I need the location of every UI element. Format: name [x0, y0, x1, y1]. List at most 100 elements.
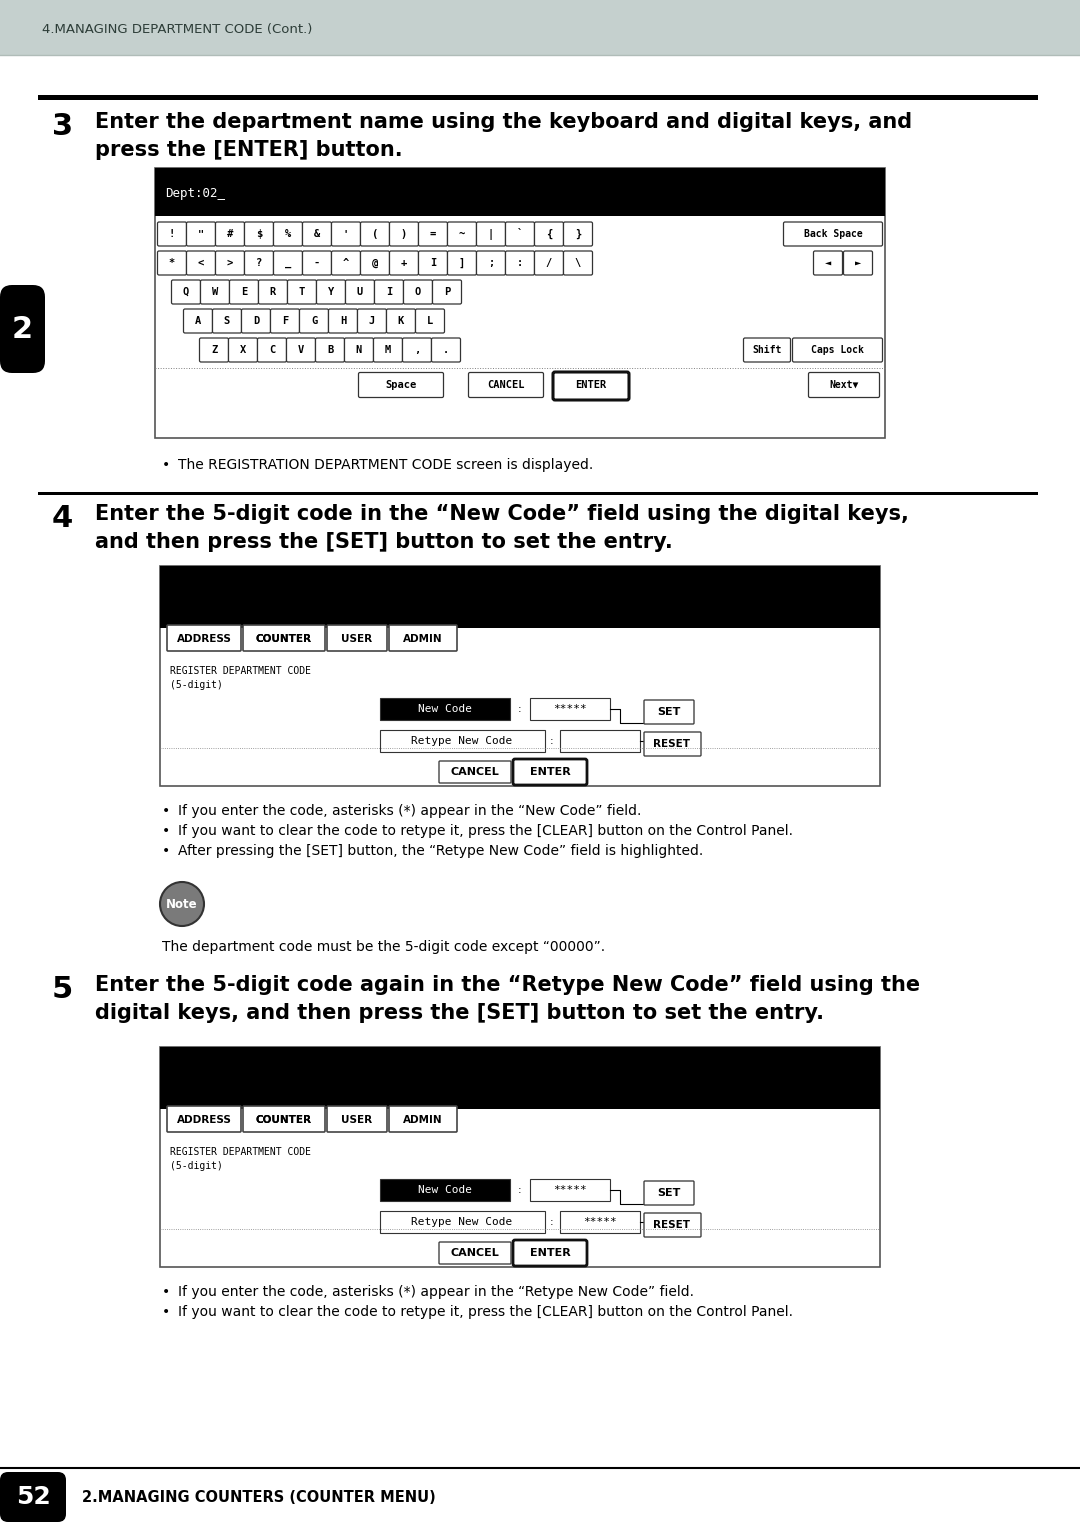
FancyBboxPatch shape: [793, 337, 882, 362]
FancyBboxPatch shape: [257, 337, 286, 362]
Text: ►: ►: [855, 258, 861, 269]
Text: Caps Lock: Caps Lock: [811, 345, 864, 356]
FancyBboxPatch shape: [361, 250, 390, 275]
Text: &: &: [314, 229, 320, 240]
Text: E: E: [241, 287, 247, 298]
FancyBboxPatch shape: [644, 1181, 694, 1206]
Text: •: •: [162, 1285, 171, 1299]
FancyBboxPatch shape: [390, 250, 419, 275]
Text: Retype New Code: Retype New Code: [411, 736, 513, 746]
Text: =: =: [430, 229, 436, 240]
Text: The REGISTRATION DEPARTMENT CODE screen is displayed.: The REGISTRATION DEPARTMENT CODE screen …: [178, 458, 593, 472]
Text: digital keys, and then press the [SET] button to set the entry.: digital keys, and then press the [SET] b…: [95, 1003, 824, 1022]
Text: COUNTER: COUNTER: [256, 1116, 312, 1125]
Bar: [380, 729, 545, 752]
FancyBboxPatch shape: [505, 250, 535, 275]
Bar: [160, 566, 880, 786]
FancyBboxPatch shape: [286, 337, 315, 362]
FancyBboxPatch shape: [213, 308, 242, 333]
FancyBboxPatch shape: [564, 250, 593, 275]
FancyBboxPatch shape: [270, 308, 299, 333]
Text: @: @: [372, 258, 378, 269]
FancyBboxPatch shape: [535, 250, 564, 275]
Text: !: !: [168, 229, 175, 240]
Text: Shift: Shift: [753, 345, 782, 356]
Text: REGISTER DEPARTMENT CODE: REGISTER DEPARTMENT CODE: [170, 1148, 311, 1157]
Text: *****: *****: [553, 703, 586, 714]
Text: 52: 52: [15, 1485, 51, 1509]
Text: Y: Y: [328, 287, 334, 298]
Text: A: A: [194, 316, 201, 327]
Text: Z: Z: [211, 345, 217, 356]
Text: Note: Note: [166, 897, 198, 911]
FancyBboxPatch shape: [843, 250, 873, 275]
Text: _: _: [285, 258, 292, 269]
Text: ADDRESS: ADDRESS: [176, 633, 231, 644]
Text: *****: *****: [583, 1218, 617, 1227]
Bar: [530, 697, 610, 720]
Bar: [160, 1047, 880, 1267]
FancyBboxPatch shape: [172, 279, 201, 304]
FancyBboxPatch shape: [447, 250, 476, 275]
Text: /: /: [545, 258, 552, 269]
Text: ^: ^: [342, 258, 349, 269]
Text: F: F: [282, 316, 288, 327]
Text: CANCEL: CANCEL: [487, 380, 525, 391]
Bar: [380, 1212, 545, 1233]
Text: Next▼: Next▼: [829, 380, 859, 391]
FancyBboxPatch shape: [200, 337, 229, 362]
Text: COUNTER: COUNTER: [256, 633, 312, 644]
FancyBboxPatch shape: [273, 221, 302, 246]
FancyBboxPatch shape: [357, 308, 387, 333]
Text: `: `: [517, 229, 523, 240]
Text: USER: USER: [341, 1116, 373, 1125]
FancyBboxPatch shape: [783, 221, 882, 246]
FancyBboxPatch shape: [201, 279, 229, 304]
Text: New Code: New Code: [418, 1186, 472, 1195]
FancyBboxPatch shape: [167, 626, 241, 652]
Text: *: *: [168, 258, 175, 269]
FancyBboxPatch shape: [564, 221, 593, 246]
FancyBboxPatch shape: [389, 626, 457, 652]
FancyBboxPatch shape: [242, 308, 270, 333]
Text: ': ': [342, 229, 349, 240]
Text: $: $: [256, 229, 262, 240]
Text: Retype New Code: Retype New Code: [411, 1218, 513, 1227]
Text: USER: USER: [341, 633, 373, 644]
Text: S: S: [224, 316, 230, 327]
FancyBboxPatch shape: [315, 337, 345, 362]
FancyBboxPatch shape: [389, 1106, 457, 1132]
Text: B: B: [327, 345, 333, 356]
Text: If you enter the code, asterisks (*) appear in the “Retype New Code” field.: If you enter the code, asterisks (*) app…: [178, 1285, 694, 1299]
Text: •: •: [162, 458, 171, 472]
FancyBboxPatch shape: [535, 221, 564, 246]
FancyBboxPatch shape: [809, 372, 879, 397]
FancyBboxPatch shape: [216, 250, 244, 275]
Text: W: W: [212, 287, 218, 298]
FancyBboxPatch shape: [327, 626, 387, 652]
Text: ADDRESS: ADDRESS: [176, 1116, 231, 1125]
Text: N: N: [356, 345, 362, 356]
Bar: [380, 1180, 510, 1201]
Text: J: J: [369, 316, 375, 327]
FancyBboxPatch shape: [375, 279, 404, 304]
FancyBboxPatch shape: [327, 1106, 387, 1132]
Text: ;: ;: [488, 258, 495, 269]
Text: #: #: [227, 229, 233, 240]
Bar: [156, 168, 885, 217]
FancyBboxPatch shape: [644, 700, 694, 723]
Bar: [160, 566, 880, 629]
Text: L: L: [427, 316, 433, 327]
Text: Enter the 5-digit code again in the “Retype New Code” field using the: Enter the 5-digit code again in the “Ret…: [95, 975, 920, 995]
FancyBboxPatch shape: [447, 221, 476, 246]
FancyBboxPatch shape: [644, 1213, 701, 1238]
FancyBboxPatch shape: [419, 250, 447, 275]
Text: :: :: [518, 703, 522, 714]
FancyBboxPatch shape: [184, 308, 213, 333]
FancyBboxPatch shape: [387, 308, 416, 333]
Bar: [38, 491, 1038, 494]
Text: Enter the department name using the keyboard and digital keys, and: Enter the department name using the keyb…: [95, 111, 913, 133]
Text: If you enter the code, asterisks (*) appear in the “New Code” field.: If you enter the code, asterisks (*) app…: [178, 804, 642, 818]
Text: ~: ~: [459, 229, 465, 240]
FancyBboxPatch shape: [432, 337, 460, 362]
